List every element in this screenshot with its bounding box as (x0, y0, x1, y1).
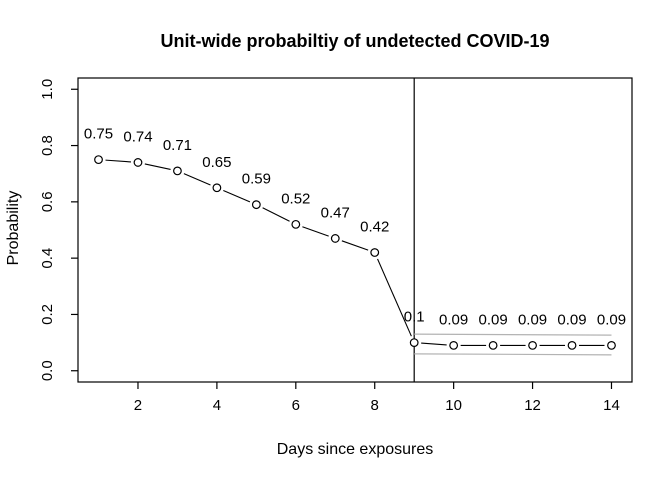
y-axis-title: Probability (5, 190, 22, 266)
data-point-marker (370, 248, 380, 257)
series-segment (223, 190, 251, 203)
y-tick-label: 0.0 (39, 360, 56, 381)
data-point-marker (94, 155, 103, 165)
x-tick-label: 10 (445, 397, 462, 414)
data-point-label: 0.74 (123, 128, 152, 145)
series-segment (262, 207, 290, 222)
data-point-label: 0.65 (202, 154, 231, 171)
data-point-marker (409, 338, 419, 347)
ci-upper-line (414, 333, 612, 336)
x-tick-label: 14 (603, 397, 620, 414)
x-axis-title: Days since exposures (276, 441, 434, 458)
data-point-label: 0.09 (557, 311, 586, 328)
data-point-label: 0.71 (163, 137, 192, 154)
series-segment (144, 163, 171, 170)
data-point-marker (173, 166, 182, 176)
series-segment (341, 240, 369, 251)
data-point-marker (133, 158, 143, 167)
data-point-marker (449, 341, 459, 350)
data-point-marker (291, 219, 301, 229)
data-point-label: 0.09 (518, 311, 547, 328)
data-point-label: 0.75 (84, 126, 113, 143)
data-point-label: 0.09 (479, 311, 508, 328)
y-tick-label: 0.2 (39, 304, 56, 325)
data-point-label: 0.42 (360, 219, 389, 236)
y-tick-label: 1.0 (39, 79, 56, 100)
data-point-label: 0.59 (242, 171, 271, 188)
data-point-label: 0.09 (439, 311, 468, 328)
series-segment (183, 173, 211, 186)
x-tick-label: 12 (524, 397, 541, 414)
data-point-marker (567, 341, 577, 350)
series-segment (421, 342, 447, 346)
series-segment (105, 159, 132, 163)
data-point-label: 0.52 (281, 190, 310, 207)
data-point-marker (488, 341, 498, 350)
data-point-marker (212, 183, 222, 193)
y-tick-label: 0.6 (39, 191, 56, 212)
data-point-marker (607, 341, 616, 350)
data-point-label: 0.09 (597, 311, 626, 328)
series-segment (302, 226, 329, 237)
series-segment (377, 258, 412, 337)
data-point-label: 0.1 (404, 309, 425, 326)
data-point-marker (251, 200, 261, 210)
y-tick-label: 0.4 (39, 248, 56, 269)
ci-lower-line (414, 353, 612, 356)
plot-box (77, 77, 633, 383)
data-point-marker (528, 341, 537, 350)
data-point-marker (330, 234, 340, 243)
x-tick-label: 6 (292, 397, 300, 414)
x-tick-label: 8 (371, 397, 379, 414)
chart-title: Unit-wide probabiltiy of undetected COVI… (160, 31, 550, 51)
data-point-label: 0.47 (321, 204, 350, 221)
y-tick-label: 0.8 (39, 135, 56, 156)
x-tick-label: 2 (134, 397, 142, 414)
x-tick-label: 4 (213, 397, 221, 414)
